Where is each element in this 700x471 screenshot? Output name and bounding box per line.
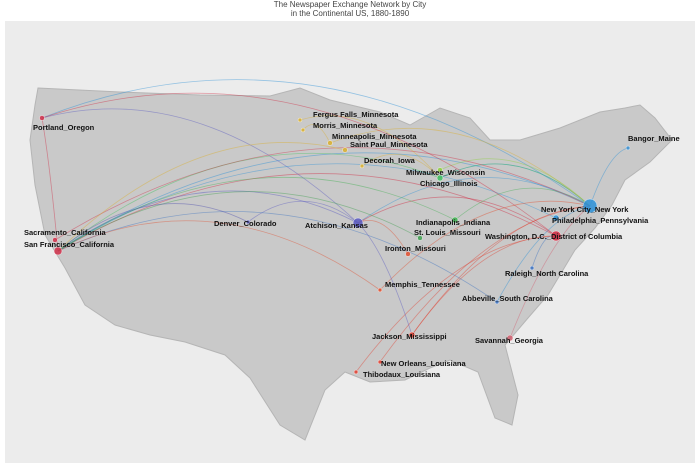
edge bbox=[439, 158, 591, 207]
labels: Portland_Oregon Fergus Falls_Minnesota Mor… bbox=[24, 110, 680, 379]
city-label: Abbeville_South Carolina bbox=[462, 294, 554, 303]
city-node bbox=[342, 147, 348, 153]
edge bbox=[355, 235, 557, 373]
edge bbox=[357, 196, 557, 237]
city-node bbox=[52, 237, 58, 243]
city-label: Indianapolis_Indiana bbox=[416, 218, 491, 227]
city-node bbox=[451, 216, 459, 224]
city-label: New Orleans_Louisiana bbox=[381, 359, 466, 368]
edge bbox=[57, 173, 557, 252]
city-node bbox=[327, 140, 333, 146]
edge bbox=[357, 222, 413, 336]
edge bbox=[496, 205, 591, 303]
city-label: Fergus Falls_Minnesota bbox=[313, 110, 399, 119]
edge bbox=[57, 152, 591, 252]
city-node bbox=[506, 334, 514, 342]
title-line: The Newspaper Exchange Network by City bbox=[274, 0, 427, 9]
city-node bbox=[359, 163, 365, 169]
city-node bbox=[582, 198, 598, 214]
city-label: New York City_New York bbox=[541, 205, 629, 214]
city-node bbox=[494, 299, 500, 305]
city-node bbox=[352, 217, 364, 229]
edge bbox=[247, 200, 359, 224]
edge bbox=[57, 211, 498, 303]
edge bbox=[589, 147, 629, 207]
edge bbox=[57, 191, 421, 252]
city-label: Sacramento_California bbox=[24, 228, 107, 237]
city-node bbox=[436, 174, 444, 182]
title-line: in the Continental US, 1880-1890 bbox=[291, 9, 410, 18]
city-label: Portland_Oregon bbox=[33, 123, 95, 132]
edge bbox=[57, 190, 359, 252]
edge bbox=[54, 147, 591, 241]
city-label: Minneapolis_Minnesota bbox=[332, 132, 417, 141]
edge bbox=[329, 128, 591, 207]
city-label: Chicago_Illinois bbox=[420, 179, 478, 188]
city-node bbox=[353, 369, 359, 375]
city-node bbox=[377, 287, 383, 293]
edges bbox=[41, 79, 629, 373]
edge bbox=[379, 205, 591, 363]
edge bbox=[509, 205, 591, 339]
edge bbox=[41, 117, 59, 252]
city-label: Ironton_Missouri bbox=[385, 244, 446, 253]
edge bbox=[379, 200, 591, 291]
city-label: Denver_Colorado bbox=[214, 219, 277, 228]
edge bbox=[299, 115, 441, 179]
city-label: Thibodaux_Louisiana bbox=[363, 370, 441, 379]
city-label: San Francisco_California bbox=[24, 240, 115, 249]
city-label: Saint Paul_Minnesota bbox=[350, 140, 428, 149]
edge bbox=[41, 79, 591, 207]
city-node bbox=[39, 115, 45, 121]
edge bbox=[357, 177, 591, 224]
edge bbox=[411, 205, 591, 336]
edge bbox=[57, 220, 381, 291]
city-label: Atchison_Kansas bbox=[305, 221, 368, 230]
us-silhouette bbox=[29, 87, 673, 441]
city-label: Morris_Minnesota bbox=[313, 121, 378, 130]
city-node bbox=[529, 265, 535, 271]
city-node bbox=[437, 167, 443, 173]
nodes bbox=[39, 115, 631, 375]
city-node bbox=[300, 127, 306, 133]
edge bbox=[57, 142, 346, 252]
city-node bbox=[297, 117, 303, 123]
city-label: Bangor_Maine bbox=[628, 134, 680, 143]
edge bbox=[57, 176, 456, 252]
city-node bbox=[417, 235, 423, 241]
city-node bbox=[53, 246, 63, 256]
city-label: Philadelphia_Pennsylvania bbox=[552, 216, 649, 225]
city-label: Decorah_Iowa bbox=[364, 156, 416, 165]
city-label: St. Louis_Missouri bbox=[414, 228, 481, 237]
edge bbox=[439, 163, 591, 207]
edge bbox=[57, 203, 249, 252]
city-node bbox=[552, 214, 560, 222]
city-label: Raleigh_North Carolina bbox=[505, 269, 589, 278]
edge bbox=[302, 124, 331, 144]
edge bbox=[439, 163, 591, 207]
edge bbox=[57, 152, 441, 252]
city-label: Memphis_Tennessee bbox=[385, 280, 460, 289]
city-label: Milwaukee_Wisconsin bbox=[406, 168, 486, 177]
city-node bbox=[408, 331, 416, 339]
city-node bbox=[625, 145, 631, 151]
city-label: Savannah_Georgia bbox=[475, 336, 544, 345]
edge bbox=[411, 235, 557, 336]
city-node bbox=[550, 230, 562, 242]
city-label: Jackson_Mississippi bbox=[372, 332, 447, 341]
city-node bbox=[245, 219, 251, 225]
edge bbox=[41, 92, 557, 237]
edge bbox=[454, 187, 591, 221]
edge bbox=[57, 163, 557, 252]
city-node bbox=[405, 251, 411, 257]
edge bbox=[361, 153, 441, 179]
city-node bbox=[377, 359, 383, 365]
city-label: Washington, D.C._District of Columbia bbox=[485, 232, 623, 241]
edge bbox=[41, 108, 359, 224]
